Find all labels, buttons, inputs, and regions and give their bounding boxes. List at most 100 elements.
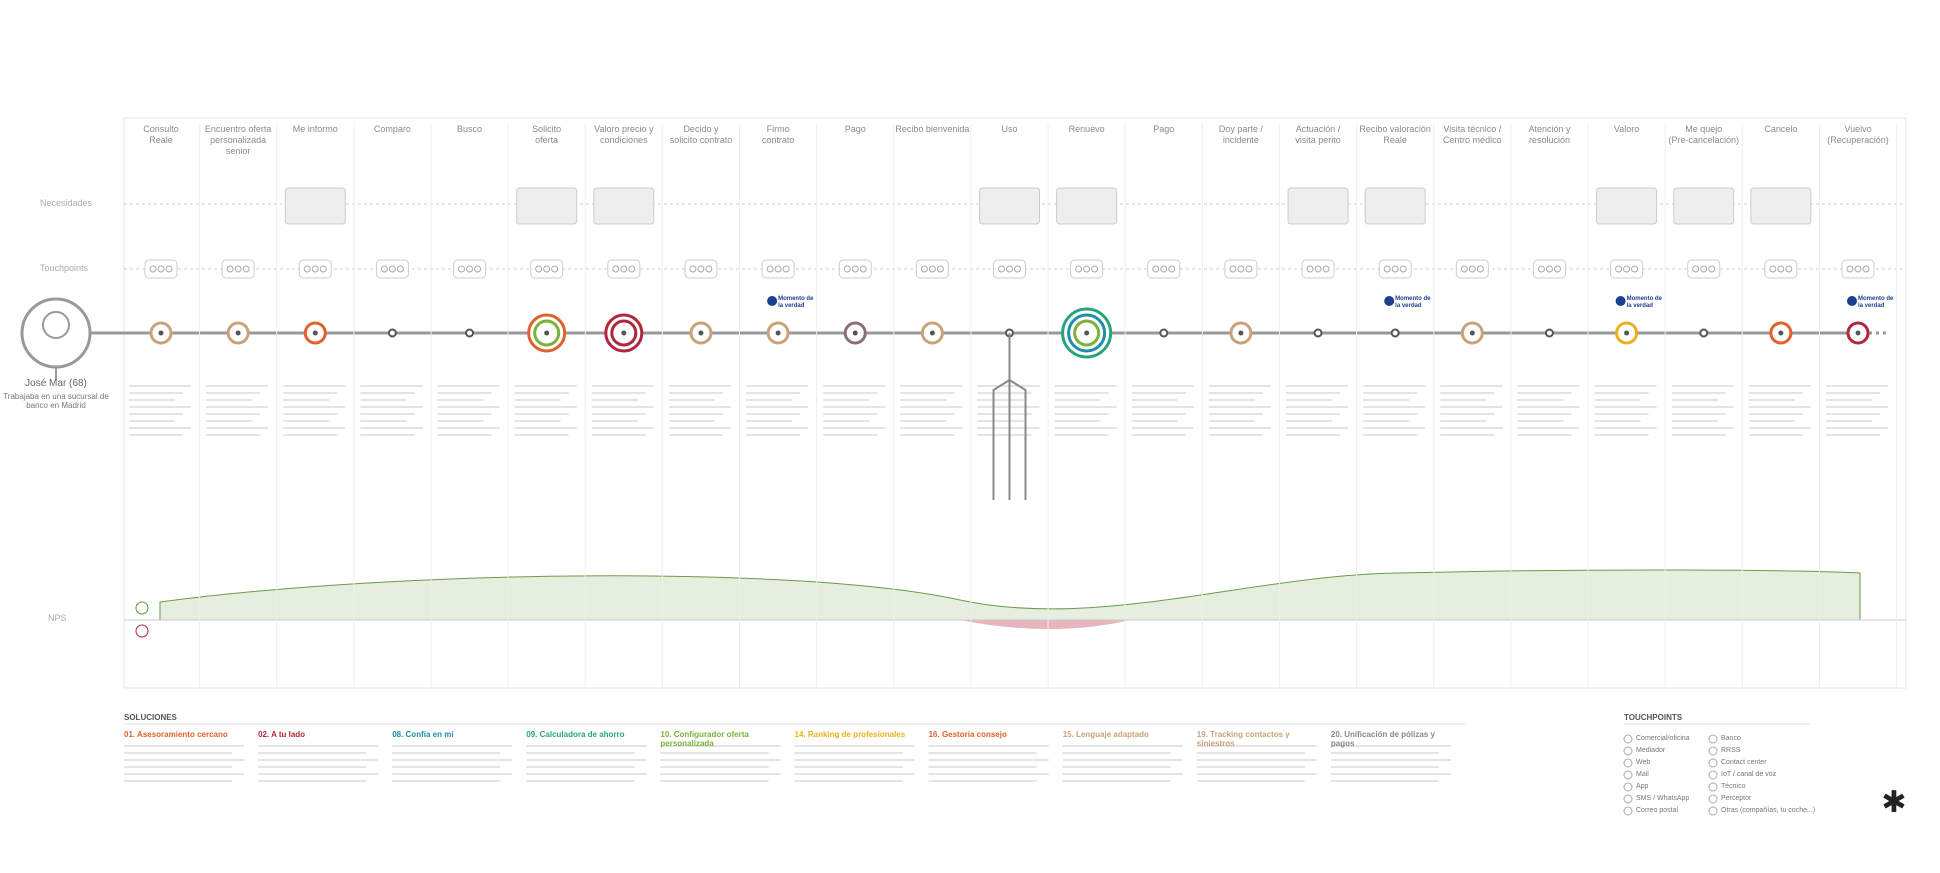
need-bubble: [1364, 187, 1426, 225]
usage-branch: [1008, 333, 1027, 500]
touchpoint-icon: [766, 265, 774, 273]
stage-label: Cancelo: [1764, 124, 1798, 134]
touchpoint-icon: [1777, 265, 1785, 273]
touchpoint-icon: [1383, 265, 1391, 273]
touchpoint-icon: [303, 265, 311, 273]
touchpoint-icon: [1854, 265, 1862, 273]
touchpoint-icons: [1610, 259, 1644, 279]
persona-name: José Mar (68): [25, 378, 87, 389]
stage-label: Recibo bienvenida: [895, 124, 970, 134]
touchpoint-icon: [1785, 265, 1793, 273]
need-bubble: [1287, 187, 1349, 225]
stage-center: [544, 330, 550, 336]
touchpoint-legend-icon: [1708, 794, 1718, 804]
touchpoint-icons: [1455, 259, 1489, 279]
nps-negative-icon: [135, 624, 149, 638]
touchpoint-icons: [684, 259, 718, 279]
touchpoint-icons: [221, 259, 255, 279]
touchpoint-icon: [1769, 265, 1777, 273]
touchpoint-icon: [535, 265, 543, 273]
touchpoint-legend-icon: [1708, 758, 1718, 768]
touchpoint-icon: [1623, 265, 1631, 273]
moment-label: Momento de la verdad: [1858, 296, 1894, 309]
need-bubble: [593, 187, 655, 225]
touchpoint-icon: [620, 265, 628, 273]
touchpoint-icon: [998, 265, 1005, 273]
touchpoint-icons: [298, 259, 332, 279]
stage-dot: [387, 328, 397, 338]
touchpoint-legend-icon: [1623, 806, 1633, 816]
touchpoint-legend-item: App: [1636, 783, 1649, 790]
stage-ring: [610, 319, 638, 347]
stage-label: Pago: [844, 124, 866, 134]
touchpoint-icon: [1460, 265, 1468, 273]
stage-label: Encuentro oferta personalizada senior: [204, 124, 272, 156]
touchpoint-icon: [458, 265, 466, 273]
touchpoint-legend-item: Otras (compañías, tu coche...): [1721, 807, 1816, 814]
touchpoint-icon: [1091, 265, 1099, 273]
nps-negative: [960, 620, 1130, 629]
solutions-title: SOLUCIONES: [124, 713, 177, 722]
stage-center: [1084, 330, 1090, 336]
touchpoints-legend-title: TOUCHPOINTS: [1624, 713, 1683, 722]
touchpoint-icons: [1532, 259, 1566, 279]
stage-center: [312, 330, 318, 336]
touchpoint-icon: [380, 265, 388, 273]
solution-title: 19. Tracking contactos y siniestros: [1196, 730, 1290, 748]
stage-label: Solicito oferta: [532, 124, 562, 145]
logo-asterisk: ✱: [1881, 786, 1906, 819]
touchpoint-icons: [144, 259, 178, 279]
stage-center: [158, 330, 164, 336]
touchpoint-icon: [936, 265, 944, 273]
need-bubble: [979, 187, 1040, 225]
stage-ring: [1067, 313, 1107, 353]
touchpoint-icon: [1399, 265, 1407, 273]
moment-label: Momento de la verdad: [778, 296, 814, 309]
touchpoint-icons: [453, 259, 487, 279]
stage-dot: [1544, 328, 1554, 338]
touchpoint-icon: [311, 265, 319, 273]
stage-center: [1855, 330, 1861, 336]
touchpoint-icon: [226, 265, 234, 273]
solution-title: 14. Ranking de profesionales: [794, 730, 906, 739]
need-bubble: [1056, 187, 1118, 225]
touchpoint-legend-item: SMS / WhatsApp: [1636, 795, 1690, 802]
touchpoint-icon: [1468, 265, 1476, 273]
touchpoint-legend-item: Comercial/oficina: [1636, 735, 1690, 742]
touchpoint-legend-item: Mail: [1636, 771, 1649, 778]
need-bubble: [1673, 187, 1735, 225]
moment-marker: [1847, 296, 1857, 306]
touchpoint-icon: [1006, 265, 1013, 273]
touchpoint-icons: [1147, 259, 1181, 279]
need-bubble: [516, 187, 578, 225]
touchpoint-icon: [396, 265, 404, 273]
touchpoint-icon: [1306, 265, 1314, 273]
nps-positive-icon: [135, 601, 149, 615]
touchpoint-icon: [612, 265, 620, 273]
stage-label: Actuación / visita perito: [1295, 124, 1341, 145]
stage-ring: [533, 319, 561, 347]
touchpoint-icon: [1553, 265, 1561, 273]
stage-dot: [1159, 328, 1169, 338]
stage-label: Visita técnico / Centro médico: [1443, 124, 1502, 145]
touchpoint-icon: [859, 265, 867, 273]
persona-description: Trabajaba en una sucursal de banco en Ma…: [3, 392, 109, 410]
touchpoint-legend-item: Contact center: [1721, 759, 1767, 766]
stage-label: Recibo valoración Reale: [1359, 124, 1431, 145]
nps-area: [159, 569, 1861, 621]
touchpoint-legend-icon: [1708, 734, 1718, 744]
solution-title: 15. Lenguaje adaptado: [1062, 730, 1149, 739]
stage-center: [1238, 330, 1244, 336]
touchpoint-icon: [1692, 265, 1700, 273]
touchpoint-icon: [543, 265, 551, 273]
nps-label: NPS: [48, 613, 67, 623]
frame: [123, 117, 1907, 689]
touchpoint-icon: [782, 265, 790, 273]
touchpoint-icons: [607, 259, 641, 279]
touchpoint-legend-icon: [1623, 770, 1633, 780]
touchpoint-legend-icon: [1623, 746, 1633, 756]
solution-title: 16. Gestoría consejo: [928, 730, 1007, 739]
moment-marker: [1615, 296, 1626, 306]
